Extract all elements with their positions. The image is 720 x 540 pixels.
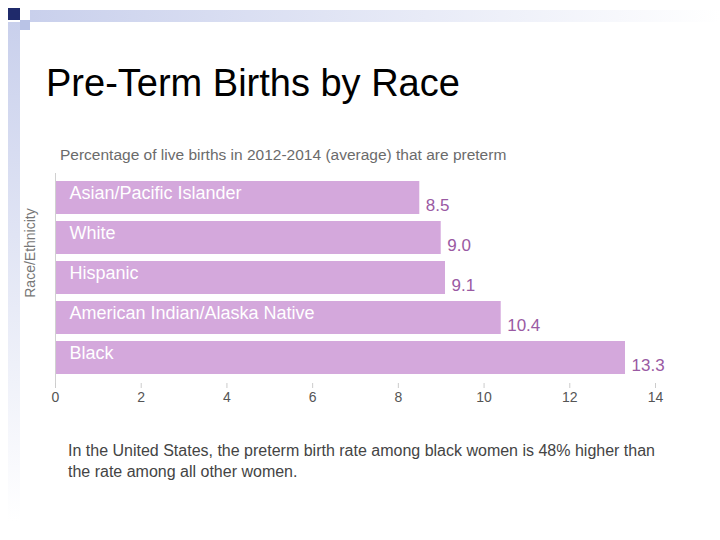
- svg-text:8.5: 8.5: [426, 196, 450, 215]
- svg-text:2: 2: [137, 389, 145, 405]
- svg-text:8: 8: [394, 389, 402, 405]
- svg-text:14: 14: [648, 389, 664, 405]
- svg-text:Asian/Pacific Islander: Asian/Pacific Islander: [70, 183, 242, 203]
- svg-text:American Indian/Alaska Native: American Indian/Alaska Native: [70, 303, 315, 323]
- html-text:Race/Ethnicity: Race/Ethnicity: [22, 208, 38, 298]
- svg-text:Hispanic: Hispanic: [70, 263, 139, 283]
- svg-text:10.4: 10.4: [507, 316, 540, 335]
- svg-text:6: 6: [309, 389, 317, 405]
- svg-text:0: 0: [52, 389, 60, 405]
- html-text:Pre-Term Births by Race: Pre-Term Births by Race: [46, 62, 460, 104]
- svg-text:Black: Black: [70, 343, 115, 363]
- html-text:In the United States, the pret: In the United States, the preterm birth …: [68, 442, 655, 480]
- svg-text:12: 12: [562, 389, 578, 405]
- svg-text:9.0: 9.0: [447, 236, 471, 255]
- svg-text:White: White: [70, 223, 116, 243]
- html-text:Percentage of live births in 2: Percentage of live births in 2012-2014 (…: [60, 146, 507, 163]
- svg-text:9.1: 9.1: [452, 276, 476, 295]
- svg-text:4: 4: [223, 389, 231, 405]
- svg-text:13.3: 13.3: [632, 356, 665, 375]
- svg-text:10: 10: [476, 389, 492, 405]
